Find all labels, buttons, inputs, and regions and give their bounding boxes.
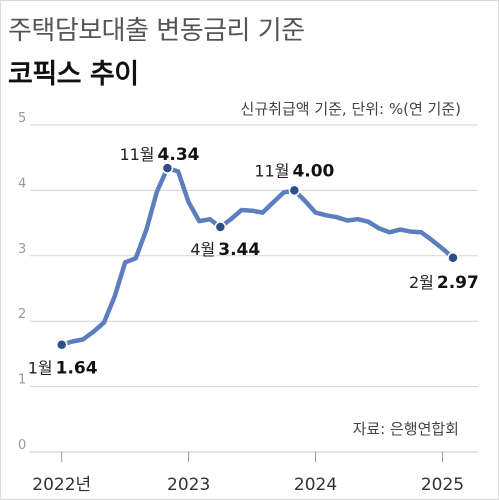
data-label: 11월 4.00	[254, 161, 334, 181]
data-label: 4월 3.44	[190, 240, 260, 260]
data-label-month: 4월	[190, 240, 215, 259]
data-label-month: 11월	[119, 145, 154, 164]
y-tick-label: 3	[18, 242, 26, 257]
data-label-month: 11월	[254, 161, 289, 180]
y-tick-label: 2	[18, 307, 26, 322]
data-point-marker	[161, 162, 174, 174]
y-tick-label: 1	[18, 373, 26, 388]
data-label-value: 4.34	[158, 145, 200, 165]
chart-title: 주택담보대출 변동금리 기준	[8, 16, 305, 46]
data-label-month: 1월	[28, 359, 53, 378]
data-label-value: 2.97	[437, 273, 479, 293]
data-label: 11월 4.34	[119, 145, 199, 165]
chart-subtitle: 코픽스 추이	[8, 59, 139, 90]
x-tick-label: 2025	[421, 475, 464, 495]
data-label: 2월 2.97	[409, 273, 479, 293]
data-label-value: 4.00	[292, 161, 334, 181]
y-tick-label: 4	[18, 176, 26, 191]
y-tick-label: 0	[18, 438, 26, 453]
y-tick-label: 5	[18, 111, 26, 126]
data-point-marker	[447, 252, 459, 264]
unit-note: 신규취급액 기준, 단위: %(연 기준)	[240, 100, 461, 118]
data-label: 1월 1.64	[28, 359, 98, 379]
x-tick-label: 2022년	[32, 475, 91, 495]
source-note: 자료: 은행연합회	[352, 420, 459, 438]
data-point-marker	[55, 338, 68, 351]
data-label-value: 3.44	[218, 240, 260, 260]
data-label-month: 2월	[409, 273, 434, 292]
series-line-kofix	[59, 165, 456, 347]
data-label-value: 1.64	[56, 359, 98, 379]
x-tick-label: 2024	[294, 475, 337, 495]
data-point-marker	[214, 221, 227, 233]
x-tick-label: 2023	[167, 475, 210, 495]
data-point-marker	[288, 184, 301, 197]
